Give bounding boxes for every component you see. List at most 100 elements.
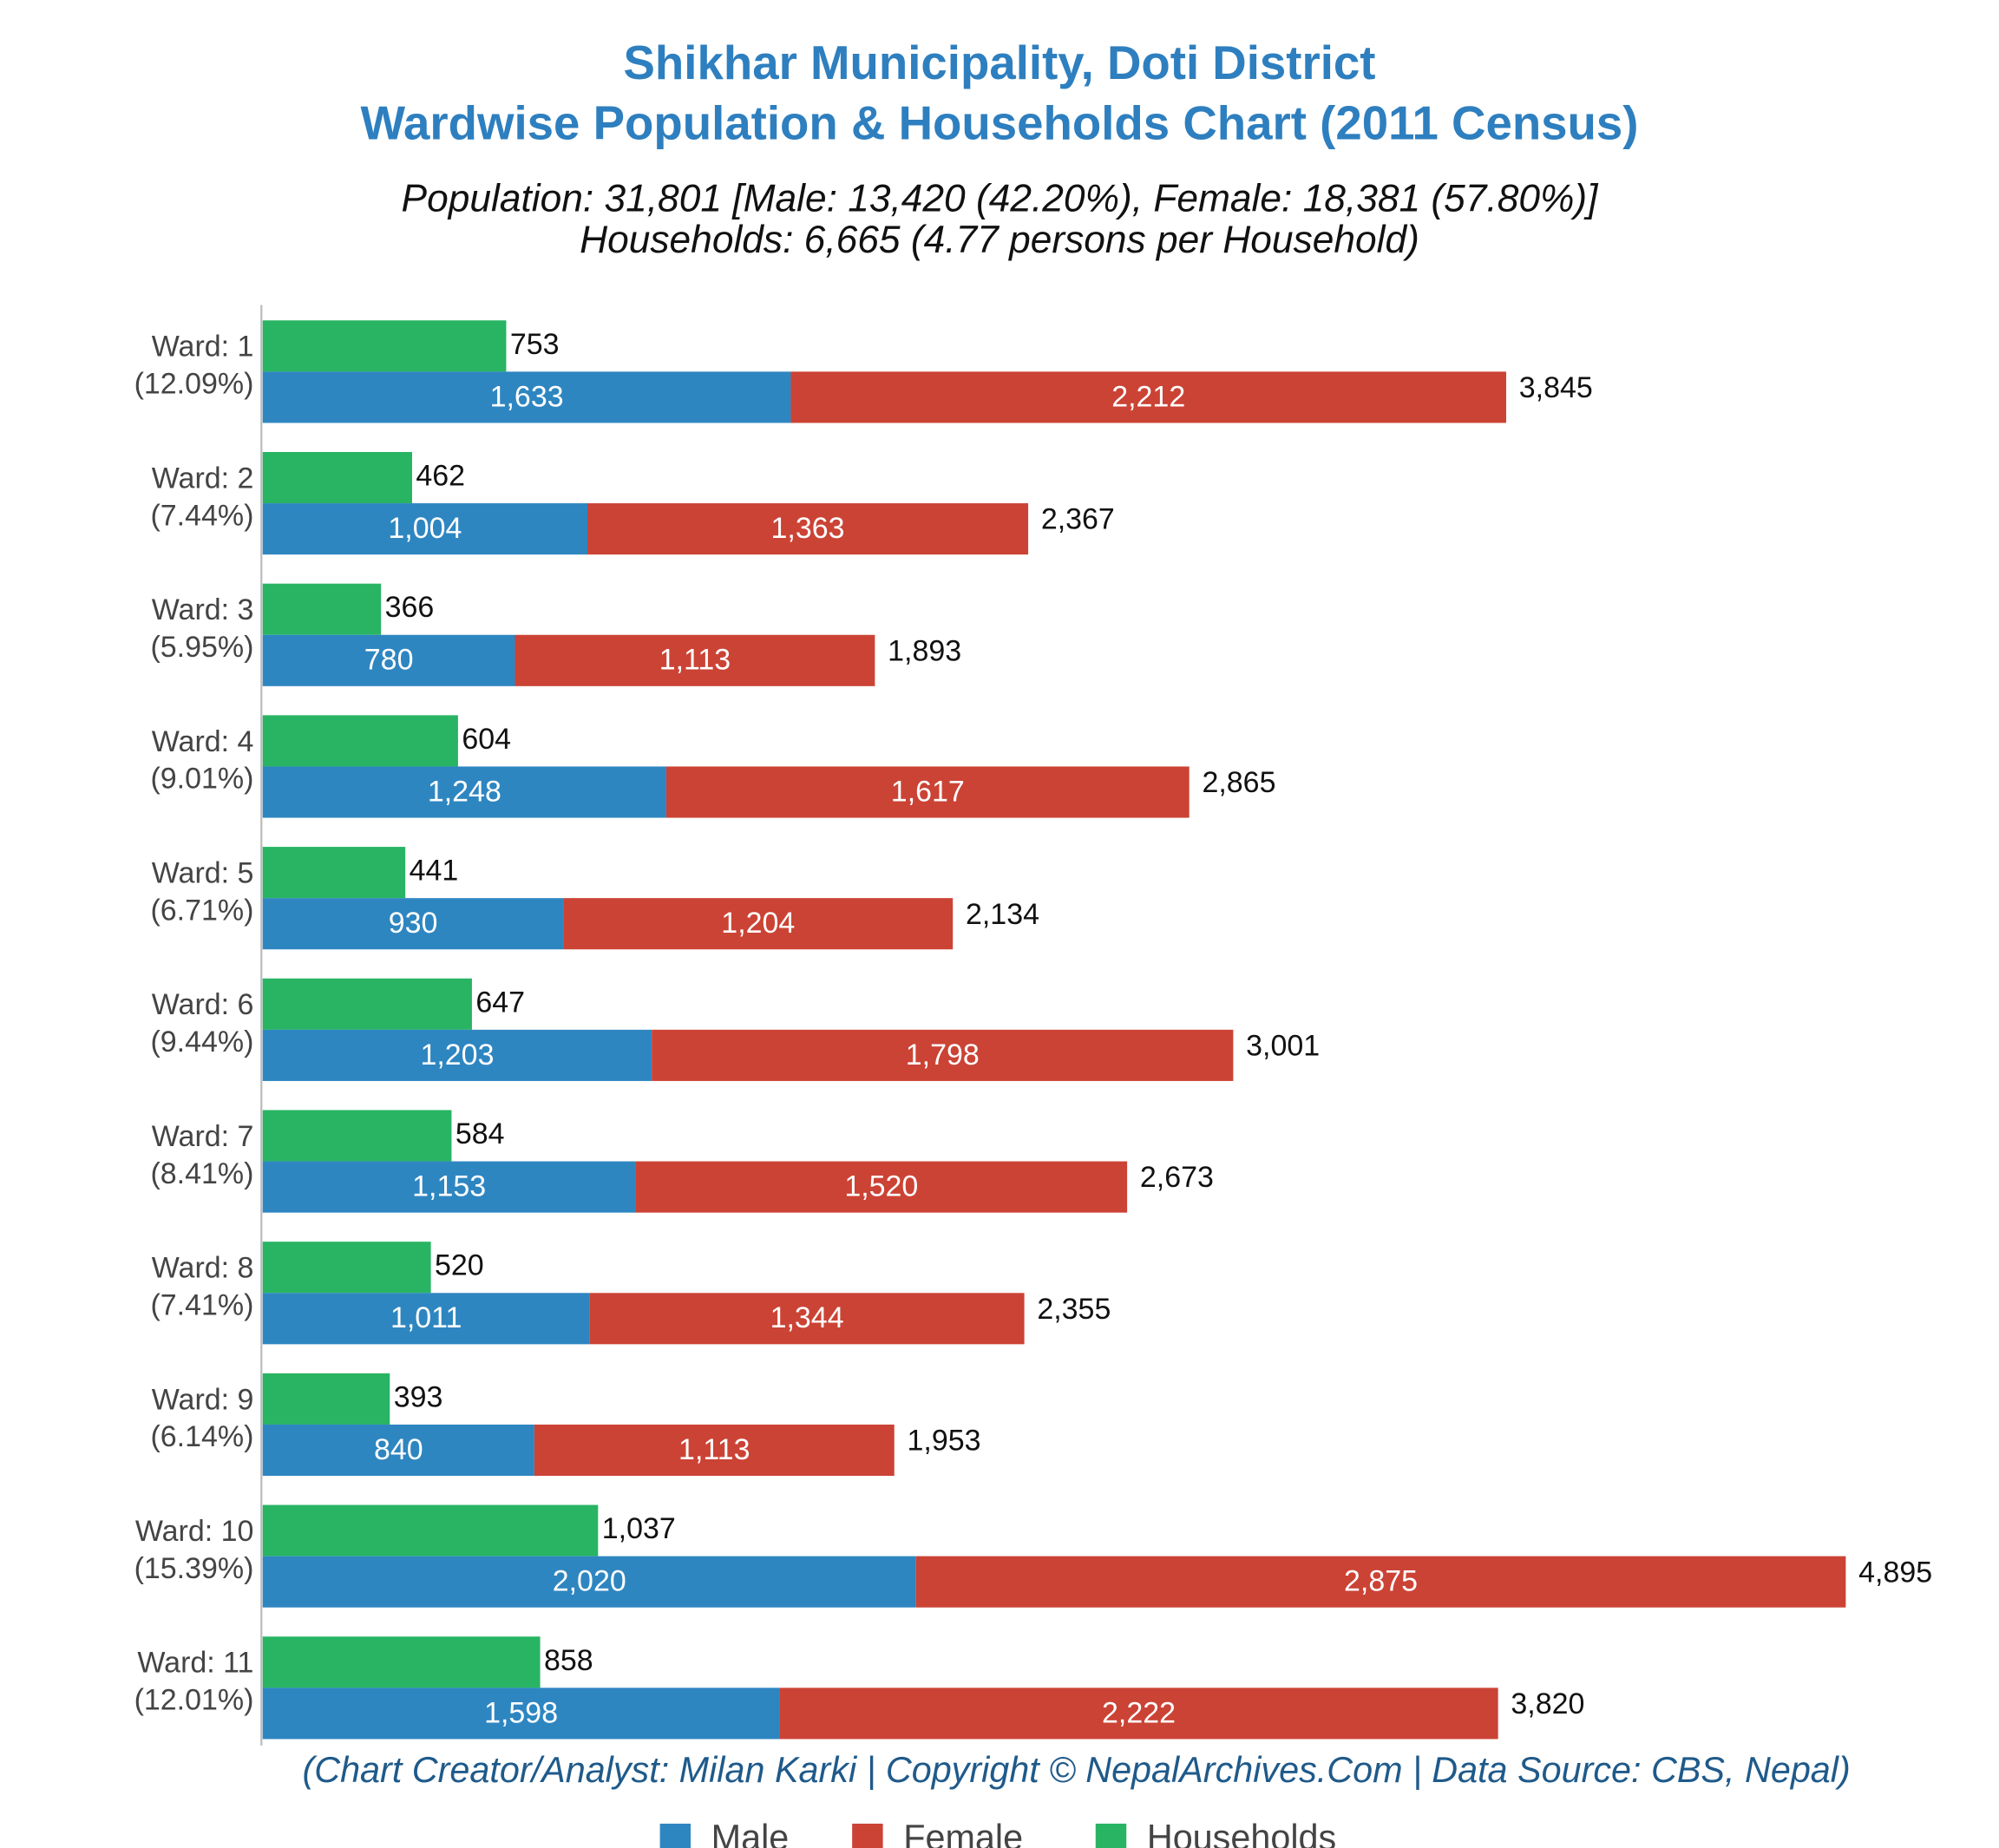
total-label: 2,367 <box>1041 503 1115 536</box>
households-bar <box>262 1373 390 1425</box>
households-bar <box>262 715 458 767</box>
segment-label: 1,617 <box>891 775 965 808</box>
total-label: 2,673 <box>1140 1161 1214 1194</box>
subtitle: Population: 31,801 [Male: 13,420 (42.20%… <box>402 178 1600 220</box>
category-label: Ward: 4 <box>152 725 254 758</box>
population-bar <box>262 898 564 950</box>
population-bar <box>635 1161 1128 1213</box>
footer: (Chart Creator/Analyst: Milan Karki | Co… <box>302 1750 1850 1790</box>
category-label: Ward: 3 <box>152 593 254 626</box>
category-share: (8.41%) <box>150 1157 253 1190</box>
households-label: 858 <box>544 1644 593 1677</box>
segment-label: 1,344 <box>770 1301 844 1334</box>
population-bar <box>262 1293 590 1345</box>
population-bar <box>262 1029 652 1081</box>
segment-label: 1,363 <box>771 512 845 545</box>
segment-label: 1,204 <box>721 907 795 940</box>
chart-title: Shikhar Municipality, Doti District <box>624 36 1376 89</box>
segment-label: 840 <box>374 1433 423 1466</box>
segment-label: 780 <box>364 644 414 677</box>
total-label: 3,001 <box>1246 1030 1320 1063</box>
segment-label: 1,113 <box>659 644 731 677</box>
population-bar <box>262 371 791 423</box>
households-label: 441 <box>410 855 459 888</box>
population-bar <box>589 1293 1025 1345</box>
population-bar <box>262 503 588 555</box>
legend-label: Male <box>711 1818 790 1848</box>
legend-swatch <box>659 1823 691 1848</box>
households-label: 647 <box>475 986 525 1019</box>
households-bar <box>262 583 382 635</box>
chart-title: Wardwise Population & Households Chart (… <box>360 97 1638 150</box>
category-share: (7.41%) <box>150 1288 253 1321</box>
households-label: 604 <box>462 723 511 756</box>
legend-swatch <box>852 1823 883 1848</box>
segment-label: 1,113 <box>678 1433 750 1466</box>
households-label: 520 <box>435 1249 484 1282</box>
category-share: (5.95%) <box>150 631 253 664</box>
households-label: 366 <box>385 591 435 624</box>
population-bar <box>652 1029 1234 1081</box>
segment-label: 1,004 <box>388 512 462 545</box>
category-share: (6.71%) <box>150 894 253 927</box>
population-bar <box>665 766 1190 818</box>
subtitle: Households: 6,665 (4.77 persons per Hous… <box>580 219 1419 261</box>
segment-label: 1,248 <box>428 775 501 808</box>
population-bar <box>514 634 875 686</box>
category-label: Ward: 2 <box>152 462 254 495</box>
population-bar <box>262 634 515 686</box>
households-bar <box>262 320 507 372</box>
segment-label: 2,020 <box>553 1565 626 1598</box>
households-label: 584 <box>456 1117 505 1150</box>
population-bar <box>790 371 1506 423</box>
households-label: 393 <box>394 1380 443 1413</box>
legend-label: Households <box>1147 1818 1336 1848</box>
segment-label: 2,875 <box>1344 1565 1418 1598</box>
total-label: 2,865 <box>1202 766 1275 799</box>
population-bar <box>262 1161 636 1213</box>
segment-label: 1,520 <box>844 1170 918 1203</box>
total-label: 4,895 <box>1858 1556 1932 1589</box>
category-label: Ward: 6 <box>152 988 254 1021</box>
category-label: Ward: 10 <box>135 1515 254 1548</box>
households-bar <box>262 978 472 1030</box>
segment-label: 1,011 <box>390 1301 462 1334</box>
total-label: 1,893 <box>888 634 961 667</box>
category-label: Ward: 9 <box>152 1383 254 1416</box>
legend-swatch <box>1095 1823 1127 1848</box>
households-bar <box>262 1242 431 1294</box>
category-share: (9.01%) <box>150 763 253 796</box>
category-label: Ward: 8 <box>152 1252 254 1285</box>
segment-label: 1,633 <box>490 380 564 413</box>
population-bar <box>262 1687 780 1740</box>
category-label: Ward: 11 <box>137 1647 253 1680</box>
category-share: (6.14%) <box>150 1420 253 1453</box>
households-bar <box>262 847 406 899</box>
population-bar <box>262 1424 534 1477</box>
households-label: 753 <box>510 328 560 361</box>
population-bar <box>587 503 1029 555</box>
segment-label: 1,153 <box>412 1170 486 1203</box>
households-bar <box>262 1110 452 1162</box>
category-share: (12.09%) <box>134 368 254 401</box>
population-bar <box>262 766 666 818</box>
category-label: Ward: 1 <box>152 331 254 364</box>
households-label: 462 <box>416 459 465 492</box>
category-share: (12.01%) <box>134 1684 254 1717</box>
segment-label: 930 <box>389 907 438 940</box>
segment-label: 1,203 <box>420 1039 494 1071</box>
segment-label: 1,598 <box>484 1696 558 1729</box>
segment-label: 2,222 <box>1102 1696 1176 1729</box>
households-bar <box>262 1504 599 1556</box>
segment-label: 2,212 <box>1111 380 1185 413</box>
category-label: Ward: 7 <box>152 1120 254 1153</box>
category-share: (9.44%) <box>150 1026 253 1058</box>
total-label: 3,820 <box>1511 1687 1584 1720</box>
population-bar <box>534 1424 895 1477</box>
total-label: 2,134 <box>966 898 1039 931</box>
households-bar <box>262 451 412 504</box>
total-label: 2,355 <box>1037 1293 1111 1326</box>
households-bar <box>262 1636 541 1688</box>
